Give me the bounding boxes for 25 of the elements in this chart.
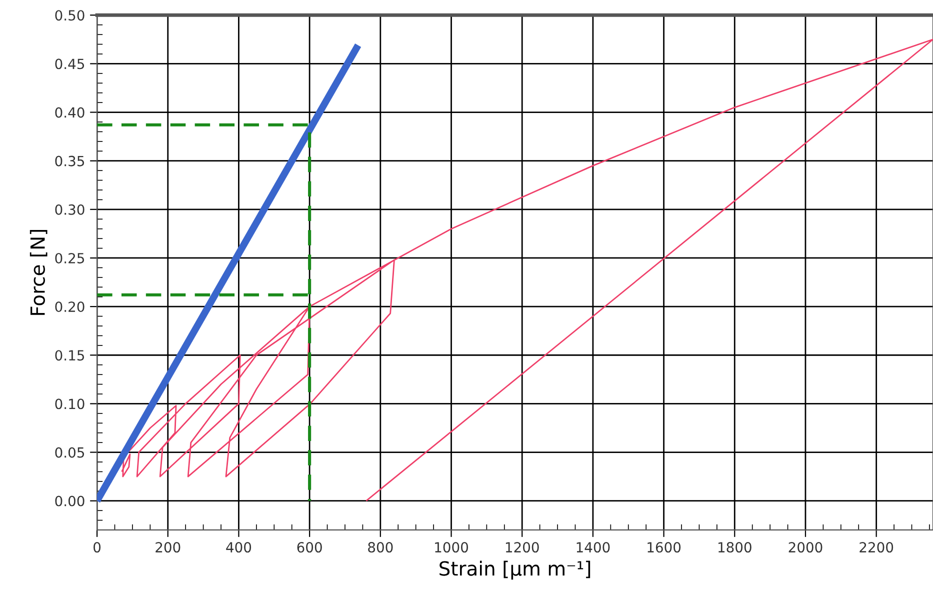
y-tick-label: 0.10 <box>55 398 84 410</box>
x-tick-label: 800 <box>368 542 393 553</box>
y-tick-label: 0.20 <box>55 302 84 312</box>
y-tick-label: 0.00 <box>55 496 84 506</box>
x-tick-label: 1800 <box>718 542 752 553</box>
x-tick-label: 200 <box>156 542 180 553</box>
x-tick-label: 2000 <box>788 542 822 553</box>
x-tick-label: 2200 <box>860 542 894 553</box>
y-axis-title: Force [N] <box>30 230 48 315</box>
y-tick-label: 0.30 <box>55 204 84 215</box>
x-tick-label: 0 <box>94 542 101 553</box>
y-tick-label: 0.15 <box>55 350 84 361</box>
x-tick-label: 400 <box>226 542 252 553</box>
y-tick-label: 0.35 <box>55 156 84 166</box>
y-tick-label: 0.40 <box>55 107 84 118</box>
y-tick-label: 0.45 <box>55 58 84 70</box>
y-tick-label: 0.50 <box>55 10 84 21</box>
x-tick-label: 600 <box>297 542 322 553</box>
x-axis-title: Strain [μm m⁻¹] <box>440 560 590 580</box>
x-tick-label: 1200 <box>506 542 539 553</box>
x-tick-label: 1000 <box>435 542 468 553</box>
y-tick-label: 0.25 <box>55 252 84 264</box>
x-tick-label: 1600 <box>648 542 681 553</box>
y-tick-label: 0.05 <box>55 447 84 458</box>
x-tick-label: 1400 <box>576 542 610 553</box>
